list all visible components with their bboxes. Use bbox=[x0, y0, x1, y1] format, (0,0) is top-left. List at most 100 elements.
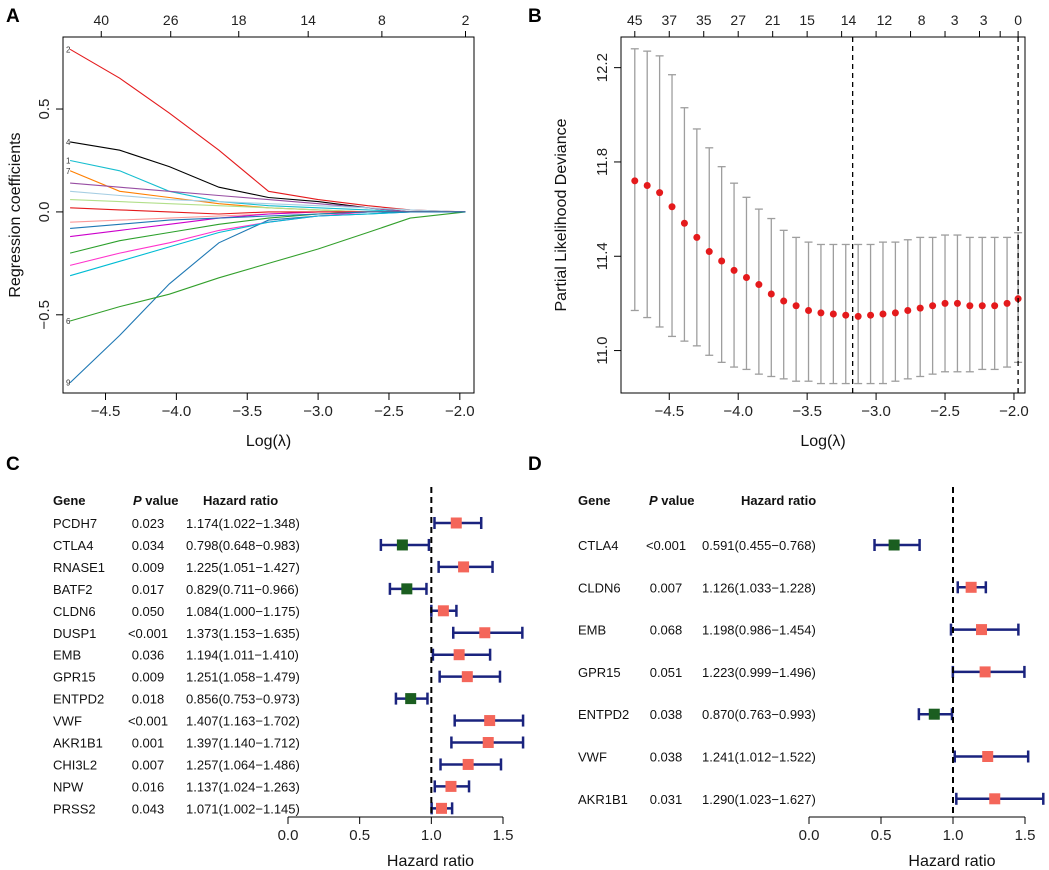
hazard-ratio-text: 1.194(1.011−1.410) bbox=[186, 648, 299, 663]
deviance-point bbox=[656, 189, 664, 197]
hazard-ratio-text: 0.591(0.455−0.768) bbox=[702, 538, 816, 553]
gene-name: ENTPD2 bbox=[53, 692, 104, 707]
hazard-ratio-text: 1.137(1.024−1.263) bbox=[186, 779, 300, 794]
gene-name: VWF bbox=[578, 750, 607, 765]
x-axis-title-d: Hazard ratio bbox=[908, 853, 995, 870]
path-end-label: 9 bbox=[66, 379, 71, 388]
gene-name: PCDH7 bbox=[53, 516, 97, 531]
deviance-point bbox=[680, 219, 688, 227]
y-tick-label-a: −0.5 bbox=[36, 300, 53, 330]
gene-name: GPR15 bbox=[578, 665, 621, 680]
hazard-ratio-text: 1.290(1.023−1.627) bbox=[702, 792, 816, 807]
x-tick-label-a: −2.5 bbox=[374, 403, 404, 420]
deviance-point bbox=[891, 309, 899, 317]
gene-name: EMB bbox=[53, 648, 81, 663]
gene-name: CLDN6 bbox=[578, 580, 621, 595]
lasso-path-8 bbox=[70, 190, 466, 213]
x-tick-label-c: 1.0 bbox=[421, 827, 442, 844]
hazard-ratio-marker bbox=[458, 561, 470, 573]
hazard-ratio-text: 1.241(1.012−1.522) bbox=[702, 750, 816, 765]
p-value: <0.001 bbox=[128, 714, 168, 729]
column-header-p-value: P value bbox=[649, 493, 695, 508]
hazard-ratio-marker bbox=[436, 802, 448, 814]
hazard-ratio-marker bbox=[405, 693, 417, 705]
top-tick-label-b: 15 bbox=[799, 12, 815, 28]
lasso-path-5 bbox=[69, 159, 466, 213]
x-tick-label-a: −2.0 bbox=[445, 403, 475, 420]
deviance-point bbox=[991, 302, 999, 310]
deviance-point bbox=[817, 309, 825, 317]
panel-label-c: C bbox=[6, 454, 20, 475]
deviance-point bbox=[693, 233, 701, 241]
hazard-ratio-marker bbox=[437, 605, 449, 617]
x-tick-label-a: −3.0 bbox=[303, 403, 333, 420]
hazard-ratio-marker bbox=[982, 751, 994, 762]
top-tick-label-b: 3 bbox=[951, 12, 959, 28]
x-tick-label-a: −3.5 bbox=[232, 403, 262, 420]
deviance-point bbox=[631, 177, 639, 185]
gene-name: BATF2 bbox=[53, 582, 93, 597]
p-value: <0.001 bbox=[128, 626, 168, 641]
column-header-hazard-ratio: Hazard ratio bbox=[203, 493, 278, 508]
p-value: 0.023 bbox=[132, 516, 165, 531]
path-end-label: 4 bbox=[66, 138, 71, 147]
hazard-ratio-text: 1.407(1.163−1.702) bbox=[186, 714, 300, 729]
hazard-ratio-marker bbox=[928, 708, 940, 720]
hazard-ratio-text: 1.174(1.022−1.348) bbox=[186, 516, 300, 531]
x-tick-label-c: 1.5 bbox=[493, 827, 514, 844]
gene-name: AKR1B1 bbox=[53, 736, 103, 751]
p-value: 0.009 bbox=[132, 670, 165, 685]
p-value: 0.017 bbox=[132, 582, 165, 597]
gene-name: AKR1B1 bbox=[578, 792, 628, 807]
x-tick-label-b: −4.0 bbox=[723, 403, 753, 420]
x-axis-title-a: Log(λ) bbox=[246, 433, 291, 450]
hazard-ratio-text: 1.084(1.000−1.175) bbox=[186, 604, 300, 619]
lasso-path-14 bbox=[69, 211, 466, 277]
hazard-ratio-text: 0.829(0.711−0.966) bbox=[186, 582, 299, 597]
top-tick-label-b: 45 bbox=[627, 12, 643, 28]
top-tick-label-b: 3 bbox=[980, 12, 988, 28]
lasso-path-12 bbox=[69, 211, 466, 254]
deviance-point bbox=[879, 310, 887, 318]
gene-name: CLDN6 bbox=[53, 604, 96, 619]
path-end-label: 6 bbox=[66, 317, 71, 326]
hazard-ratio-marker bbox=[482, 737, 494, 748]
x-tick-label-b: −3.5 bbox=[792, 403, 822, 420]
panel-label-a: A bbox=[6, 6, 20, 27]
deviance-point bbox=[643, 182, 651, 190]
top-tick-label-a: 2 bbox=[462, 12, 470, 28]
x-tick-label-b: −4.5 bbox=[654, 403, 684, 420]
hazard-ratio-marker bbox=[888, 539, 900, 551]
p-value: 0.034 bbox=[132, 538, 165, 553]
deviance-point bbox=[805, 306, 813, 314]
x-tick-label-a: −4.0 bbox=[162, 403, 192, 420]
gene-name: NPW bbox=[53, 779, 84, 794]
column-header-gene: Gene bbox=[53, 493, 86, 508]
lasso-path-2 bbox=[69, 211, 466, 384]
deviance-point bbox=[668, 203, 676, 211]
p-value: 0.050 bbox=[132, 604, 165, 619]
deviance-point bbox=[867, 311, 875, 319]
top-tick-label-b: 37 bbox=[661, 12, 677, 28]
panel-label-d: D bbox=[528, 454, 542, 475]
y-tick-label-b: 11.4 bbox=[594, 242, 611, 270]
hazard-ratio-marker bbox=[453, 649, 465, 661]
top-tick-label-a: 40 bbox=[93, 12, 109, 28]
p-value: 0.051 bbox=[650, 665, 683, 680]
deviance-point bbox=[730, 266, 738, 274]
p-value: 0.016 bbox=[132, 779, 165, 794]
panel-label-b: B bbox=[528, 6, 542, 27]
hazard-ratio-marker bbox=[479, 627, 491, 639]
deviance-point bbox=[953, 299, 961, 307]
y-tick-label-a: 0.0 bbox=[36, 201, 53, 222]
y-tick-label-b: 11.8 bbox=[594, 148, 611, 176]
top-tick-label-a: 18 bbox=[231, 12, 247, 28]
p-value: <0.001 bbox=[646, 538, 686, 553]
gene-name: DUSP1 bbox=[53, 626, 96, 641]
y-tick-label-b: 12.2 bbox=[594, 53, 611, 82]
deviance-point bbox=[718, 257, 726, 265]
lasso-path-7 bbox=[70, 182, 466, 213]
deviance-point bbox=[742, 273, 750, 281]
deviance-point bbox=[829, 310, 837, 318]
